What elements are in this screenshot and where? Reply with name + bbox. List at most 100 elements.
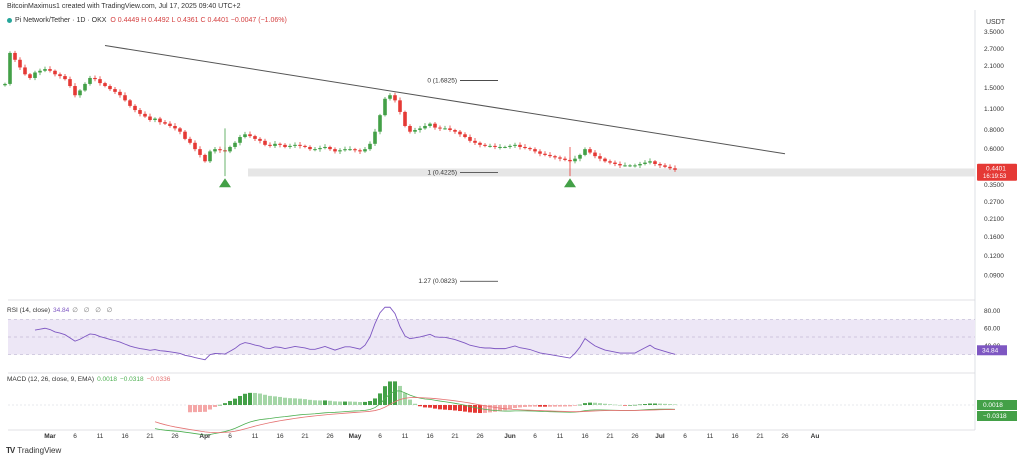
candle-body [103, 83, 107, 87]
candle-body [538, 151, 542, 154]
macd-histogram-bar [233, 398, 237, 405]
candle-body [653, 161, 657, 164]
candle-body [628, 165, 632, 167]
candle-body [348, 149, 352, 151]
macd-histogram-bar [373, 398, 377, 405]
macd-histogram-bar [368, 401, 372, 405]
macd-histogram-bar [603, 403, 607, 405]
x-tick-label: 21 [606, 433, 614, 440]
macd-histogram-bar [493, 405, 497, 412]
macd-histogram-bar [213, 405, 217, 407]
macd-histogram-bar [333, 401, 337, 405]
macd-histogram-bar [533, 405, 537, 407]
macd-histogram-bar [363, 401, 367, 405]
y-tick-label: 1.1000 [984, 106, 1004, 113]
candle-body [233, 142, 237, 147]
candle-body [18, 59, 22, 68]
fib-level-label: 1.27 (0.0823) [418, 278, 457, 285]
candle-body [518, 144, 522, 147]
candle-body [448, 128, 452, 131]
macd-histogram-bar [503, 405, 507, 411]
rsi-value: 34.84 [53, 307, 70, 314]
candle-body [33, 72, 37, 78]
candle-body [408, 125, 412, 132]
macd-histogram-bar [648, 403, 652, 405]
candle-body [118, 91, 122, 96]
rsi-legend[interactable]: RSI (14, close) 34.84 ∅ ∅ ∅ ∅ [7, 306, 114, 314]
candle-body [333, 149, 337, 152]
candle-body [593, 152, 597, 157]
candle-body [438, 127, 442, 129]
y-tick-label: 3.5000 [984, 29, 1004, 36]
candle-body [573, 158, 577, 162]
candle-body [558, 157, 562, 159]
x-tick-label: 26 [631, 433, 639, 440]
candle-body [123, 95, 127, 101]
candle-body [413, 130, 417, 132]
candle-body [243, 134, 247, 138]
candle-body [543, 153, 547, 155]
x-tick-label: 6 [228, 433, 232, 440]
macd-histogram-bar [468, 405, 472, 413]
macd-histogram-bar [288, 398, 292, 405]
macd-histogram-bar [548, 405, 552, 407]
rsi-zeros: ∅ ∅ ∅ ∅ [72, 307, 115, 314]
candle-body [293, 144, 297, 146]
macd-badge-bottom [977, 411, 1017, 421]
candle-body [28, 74, 32, 78]
candle-body [113, 89, 117, 92]
candle-body [23, 67, 27, 75]
candle-body [468, 137, 472, 141]
y-tick-label: 2.1000 [984, 63, 1004, 70]
macd-histogram-bar [563, 405, 567, 407]
tradingview-brand[interactable]: TV TradingView [6, 446, 61, 455]
macd-histogram-bar [353, 401, 357, 405]
macd-histogram-bar [653, 403, 657, 405]
x-tick-label: 11 [557, 433, 564, 440]
macd-histogram-bar [643, 404, 647, 405]
candle-body [138, 110, 142, 114]
macd-histogram-bar [243, 393, 247, 405]
macd-histogram-bar [343, 401, 347, 405]
candle-body [513, 144, 517, 146]
macd-legend[interactable]: MACD (12, 26, close, 9, EMA) 0.0018 −0.031… [7, 376, 170, 383]
y-tick-label: 0.2700 [984, 199, 1004, 206]
candle-body [433, 123, 437, 128]
macd-histogram-bar [208, 405, 212, 410]
candle-body [603, 158, 607, 162]
status-dot-icon [7, 17, 12, 23]
macd-histogram-bar [668, 404, 672, 405]
candle-body [458, 131, 462, 135]
macd-histogram-bar [508, 405, 512, 410]
candle-body [13, 52, 17, 60]
x-tick-label: 6 [683, 433, 687, 440]
candle-body [588, 149, 592, 153]
candle-body [378, 115, 382, 132]
macd-histogram-bar [593, 402, 597, 405]
candle-body [498, 146, 502, 148]
candle-body [363, 149, 367, 152]
macd-histogram-bar [613, 404, 617, 406]
candle-body [248, 134, 252, 137]
candle-body [613, 162, 617, 164]
x-tick-label: Mar [44, 433, 56, 440]
candle-body [418, 128, 422, 131]
candle-body [273, 143, 277, 146]
candle-body [618, 163, 622, 166]
rsi-value-badge [977, 345, 1007, 356]
x-tick-label: 16 [276, 433, 284, 440]
candle-body [638, 163, 642, 166]
macd-histogram-bar [513, 405, 517, 409]
currency-label: USDT [986, 19, 1006, 26]
macd-histogram-bar [483, 405, 487, 413]
symbol-legend[interactable]: Pi Network/Tether · 1D · OKX O 0.4449 H 0… [7, 17, 287, 24]
rsi-value-badge-text: 34.84 [982, 347, 999, 354]
x-tick-label: 26 [326, 433, 334, 440]
candle-body [453, 130, 457, 132]
macd-histogram-bar [238, 395, 242, 405]
chart-credit: BitcoinMaximus1 created with TradingView… [7, 3, 241, 10]
candle-body [108, 86, 112, 90]
candle-body [158, 118, 162, 123]
macd-histogram-bar [473, 405, 477, 413]
